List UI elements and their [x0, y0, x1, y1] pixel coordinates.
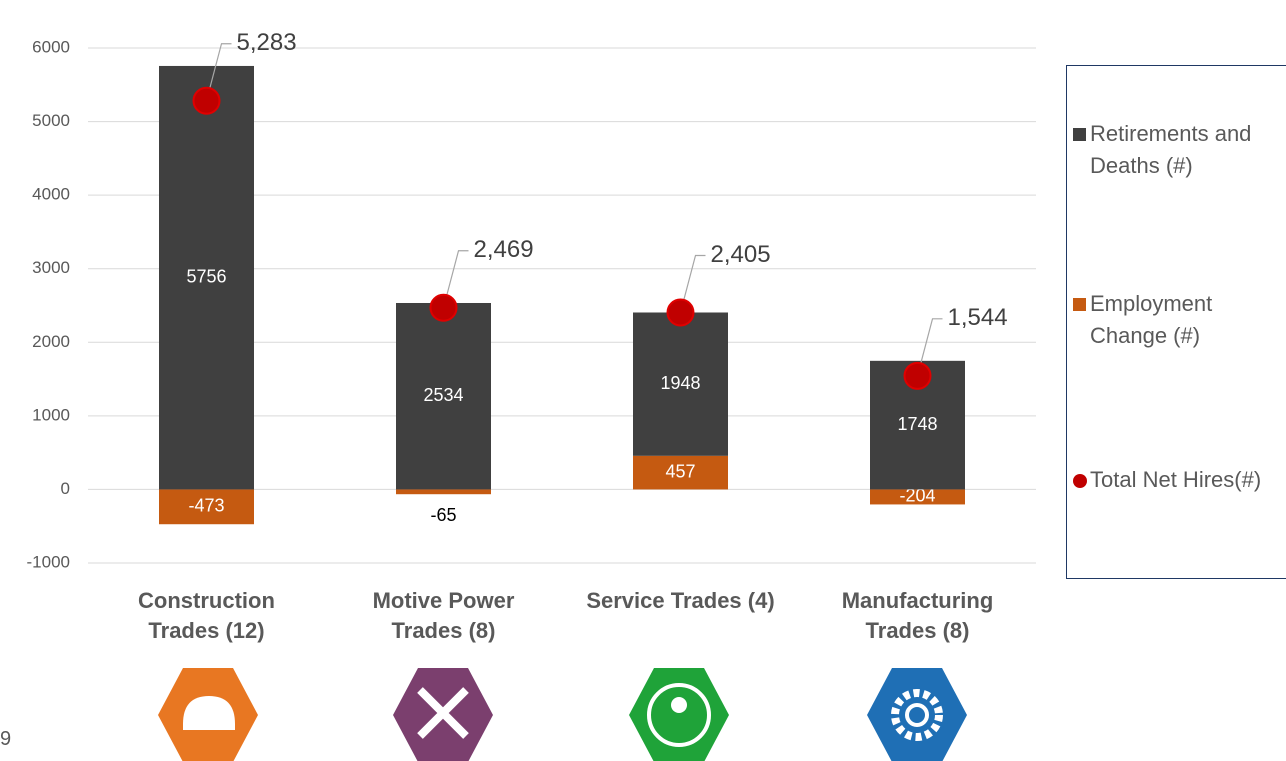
icon-tools [417, 687, 469, 739]
icon-manufacturing [867, 668, 967, 761]
leader-line [205, 43, 232, 101]
data-label: 2,469 [474, 236, 534, 263]
bar-segment [159, 65, 254, 490]
icon-gear [891, 689, 943, 741]
leader-line [916, 318, 943, 376]
icons [158, 668, 967, 761]
y-tick-label: 6000 [32, 37, 70, 56]
x-tick-label: Trades (8) [865, 618, 970, 643]
data-label: 2534 [423, 385, 463, 405]
bar-segment [159, 489, 254, 525]
x-tick-label: Motive Power [372, 588, 515, 613]
data-label: 2,405 [711, 241, 771, 268]
x-tick-label: Trades (8) [391, 618, 496, 643]
y-tick-label: -1000 [27, 552, 70, 571]
icon-gear-hub [905, 703, 929, 727]
x-tick-label: Trades (12) [148, 618, 265, 643]
data-label: 457 [665, 461, 695, 481]
marker [903, 361, 932, 390]
data-label: -473 [188, 496, 224, 516]
marker [192, 86, 221, 115]
bar-segment [870, 489, 965, 505]
legend-label: Retirements and Deaths (#) [1090, 121, 1252, 178]
data-label: -204 [899, 486, 935, 506]
y-tick-label: 4000 [32, 185, 70, 204]
data-label: 1,544 [948, 304, 1008, 331]
leader-line [442, 250, 469, 308]
icon-people [647, 683, 711, 747]
leader-line [679, 254, 706, 313]
bar-segment [633, 312, 728, 456]
legend-label: Employment Change (#) [1090, 291, 1213, 348]
x-tick-label: Manufacturing [841, 588, 994, 613]
icon-head [671, 697, 687, 713]
icon-service [629, 668, 729, 761]
data-label: 1748 [897, 414, 937, 434]
data-label: -65 [430, 505, 456, 525]
data-label: 1948 [660, 373, 700, 393]
y-tick-label: 0 [61, 479, 70, 498]
legend-box [1066, 65, 1286, 579]
bar-segment [633, 455, 728, 490]
x-tick-label-group: Service Trades (4) [581, 586, 781, 616]
y-tick-label: 5000 [32, 111, 70, 130]
legend-marker [1073, 128, 1086, 141]
legend-marker [1073, 474, 1087, 488]
data-label: 5756 [186, 266, 226, 286]
icon-helmet [183, 696, 235, 730]
x-tick-label: Construction [138, 588, 275, 613]
bar-segment [396, 302, 491, 490]
y-tick-label: 1000 [32, 405, 70, 424]
marker [429, 293, 458, 322]
data-label: 5,283 [237, 29, 297, 56]
legend-label: Total Net Hires(#) [1090, 467, 1262, 492]
marker [666, 298, 695, 327]
y-tick-label: 2000 [32, 332, 70, 351]
legend-marker [1073, 298, 1086, 311]
bar-segment [396, 489, 491, 495]
x-tick-label: Service Trades (4) [586, 588, 775, 613]
x-tick-label-group: Manufacturing Trades (8) [818, 586, 1018, 646]
page-number: 9 [0, 728, 12, 750]
x-tick-label-group: Construction Trades (12) [107, 586, 307, 646]
x-tick-label-group: Motive Power Trades (8) [344, 586, 544, 646]
y-tick-label: 3000 [32, 258, 70, 277]
